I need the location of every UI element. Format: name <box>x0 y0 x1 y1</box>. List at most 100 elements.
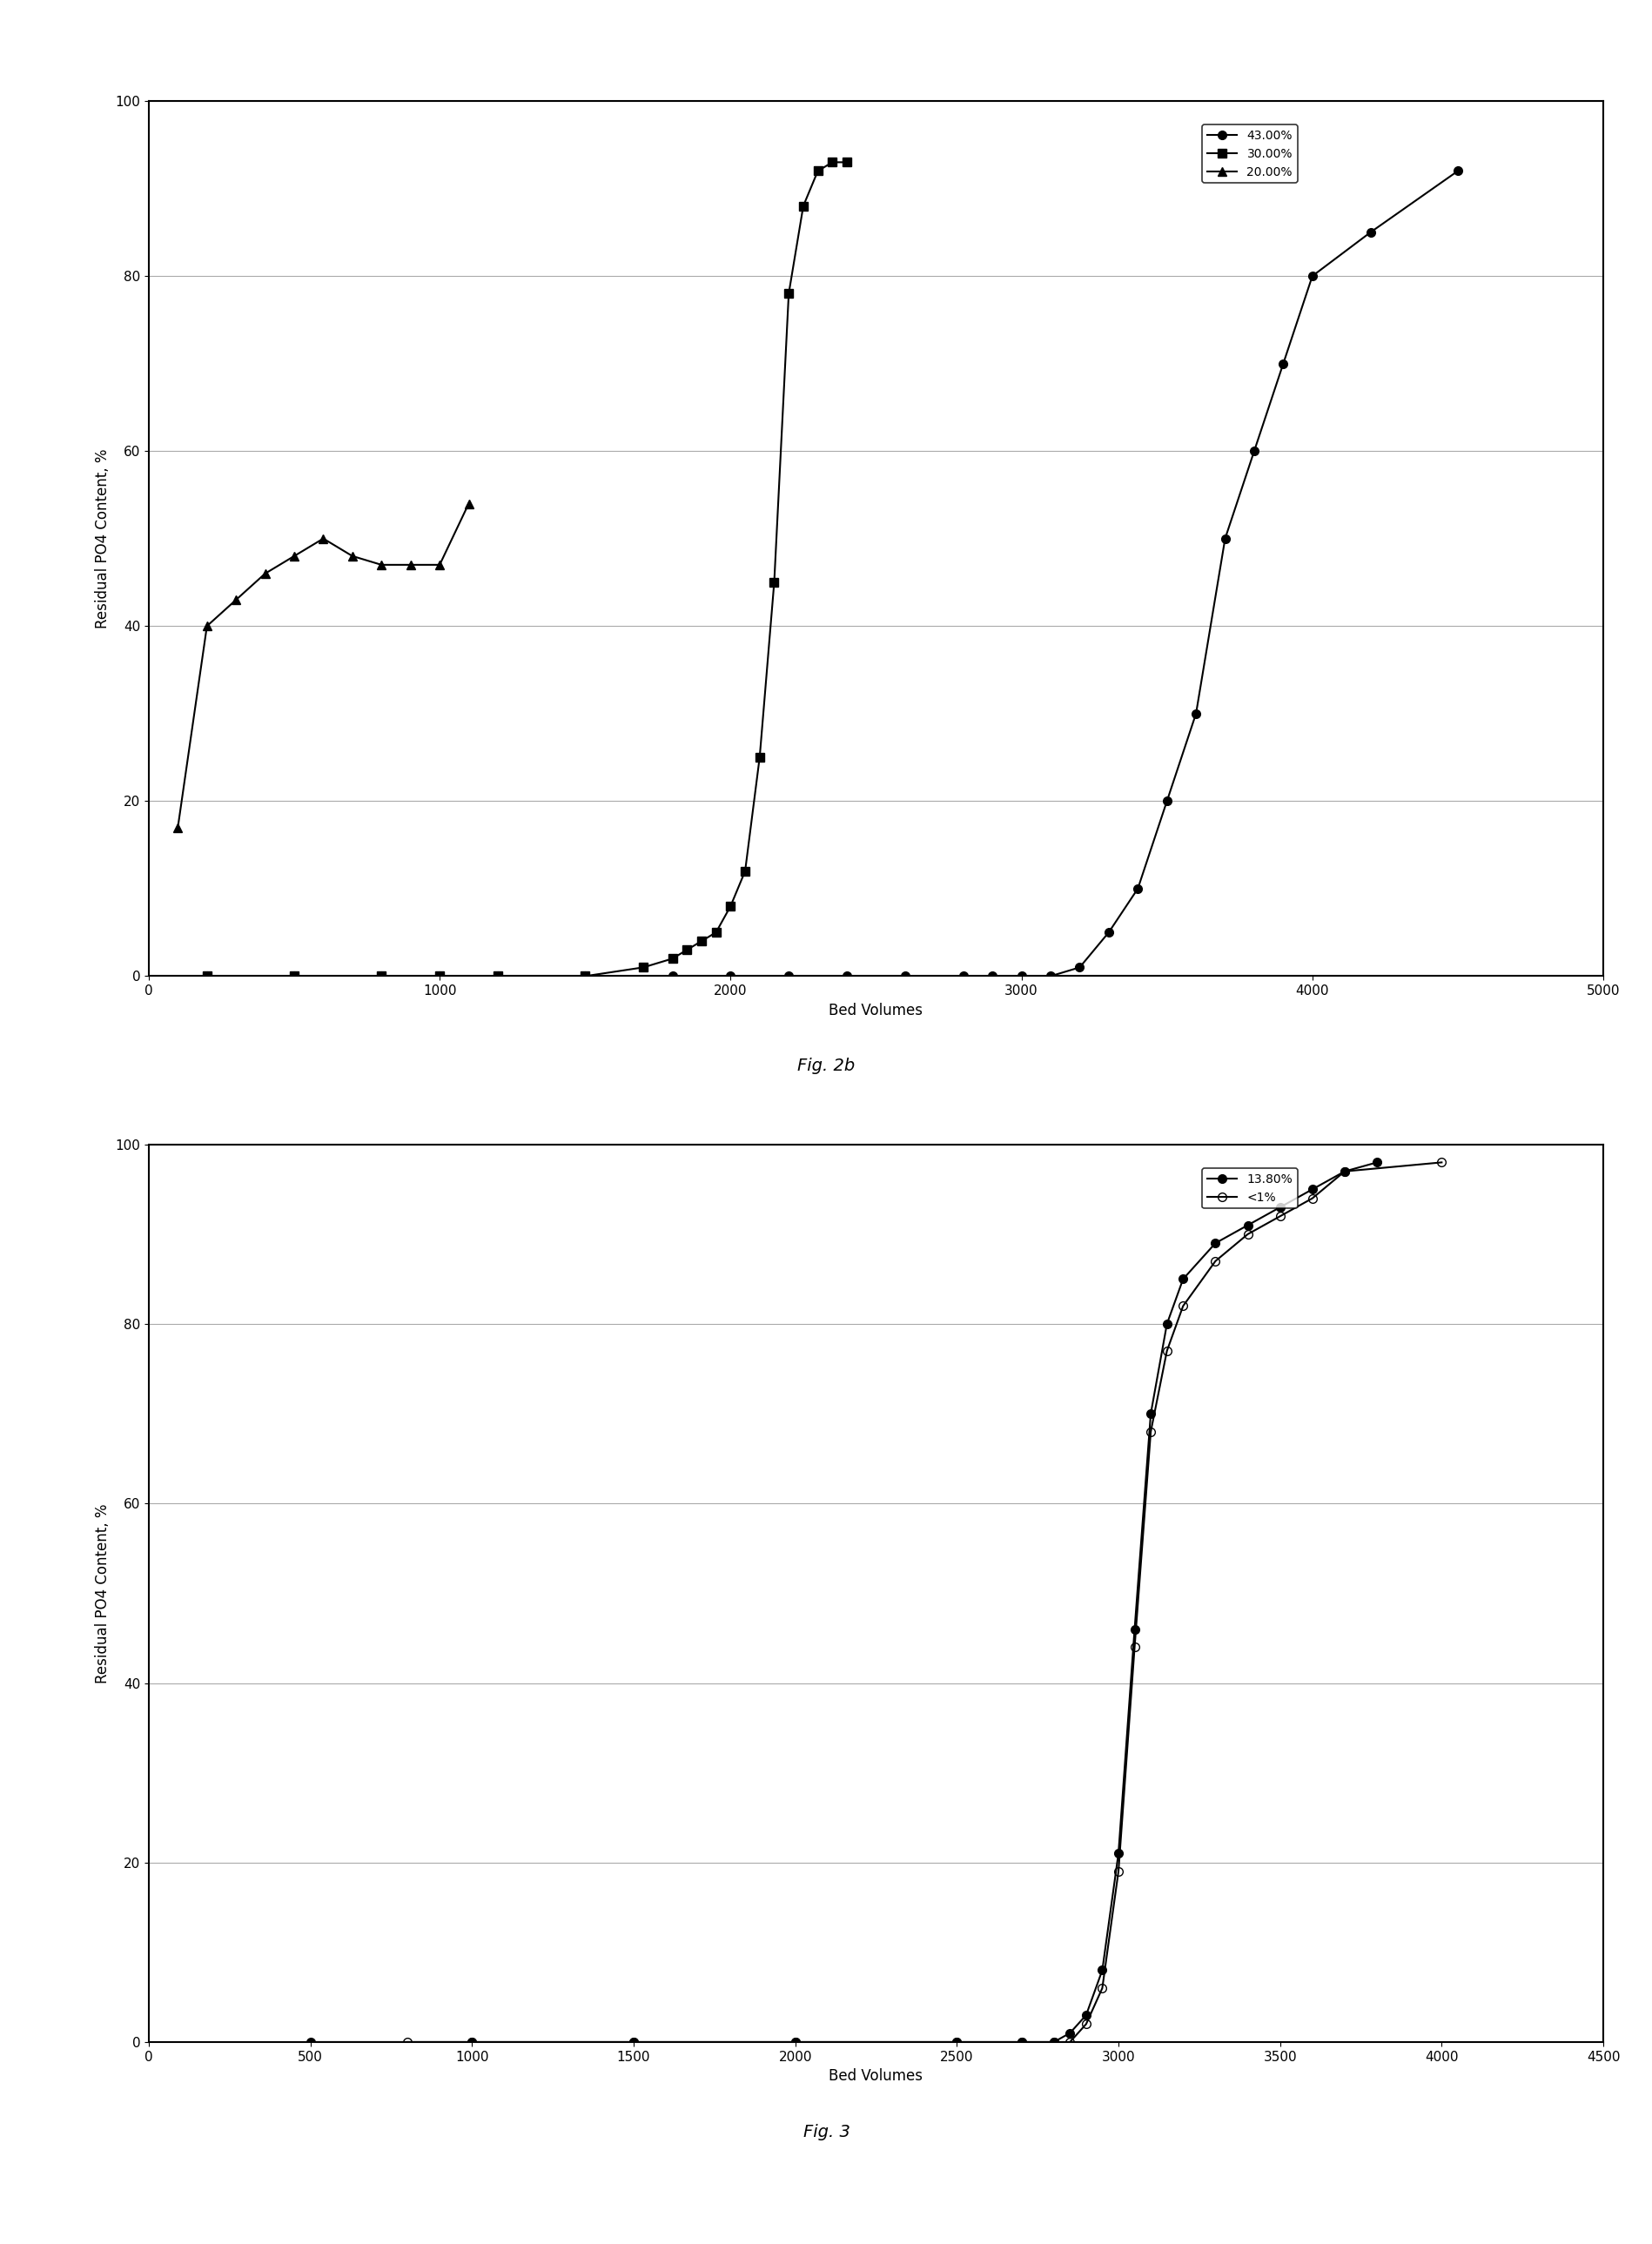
<1% <box>1044 2029 1064 2056</box>
30.00% <box>705 920 725 947</box>
Y-axis label: Residual PO4 Content, %: Residual PO4 Content, % <box>94 1503 111 1683</box>
20.00% <box>314 525 334 552</box>
30.00% <box>763 570 783 597</box>
20.00% <box>169 815 188 842</box>
30.00% <box>808 157 828 184</box>
13.80% <box>1140 1400 1160 1427</box>
43.00% <box>1272 350 1292 377</box>
43.00% <box>1011 963 1031 990</box>
20.00% <box>400 552 420 579</box>
13.80% <box>1123 1616 1143 1643</box>
13.80% <box>1075 2002 1095 2029</box>
<1% <box>396 2029 416 2056</box>
43.00% <box>981 963 1001 990</box>
30.00% <box>677 936 697 963</box>
43.00% <box>1041 963 1061 990</box>
30.00% <box>823 148 843 175</box>
43.00% <box>836 963 856 990</box>
20.00% <box>342 543 362 570</box>
43.00% <box>895 963 915 990</box>
X-axis label: Bed Volumes: Bed Volumes <box>829 1003 922 1019</box>
Line: 20.00%: 20.00% <box>173 500 472 833</box>
Y-axis label: Residual PO4 Content, %: Residual PO4 Content, % <box>94 449 111 628</box>
Line: <1%: <1% <box>403 1158 1446 2047</box>
Legend: 43.00%, 30.00%, 20.00%: 43.00%, 30.00%, 20.00% <box>1201 123 1297 182</box>
<1% <box>1075 2011 1095 2038</box>
<1% <box>1335 1158 1355 1185</box>
30.00% <box>633 954 653 981</box>
13.80% <box>463 2029 482 2056</box>
13.80% <box>301 2029 320 2056</box>
20.00% <box>430 552 449 579</box>
Text: Fig. 2b: Fig. 2b <box>798 1057 854 1075</box>
Legend: 13.80%, <1%: 13.80%, <1% <box>1201 1169 1297 1210</box>
43.00% <box>1186 700 1206 727</box>
<1% <box>1108 1858 1128 1885</box>
20.00% <box>226 586 246 613</box>
30.00% <box>691 927 710 954</box>
<1% <box>1092 1975 1112 2002</box>
20.00% <box>197 613 216 640</box>
43.00% <box>197 963 216 990</box>
43.00% <box>430 963 449 990</box>
30.00% <box>735 857 755 884</box>
30.00% <box>778 280 798 307</box>
<1% <box>1140 1418 1160 1445</box>
<1% <box>1156 1337 1176 1364</box>
30.00% <box>750 745 770 772</box>
<1% <box>1204 1248 1224 1275</box>
X-axis label: Bed Volumes: Bed Volumes <box>829 2069 922 2085</box>
13.80% <box>947 2029 966 2056</box>
43.00% <box>720 963 740 990</box>
13.80% <box>1302 1176 1322 1203</box>
30.00% <box>793 193 813 220</box>
<1% <box>463 2029 482 2056</box>
43.00% <box>284 963 304 990</box>
13.80% <box>1335 1158 1355 1185</box>
43.00% <box>1360 220 1379 247</box>
13.80% <box>1173 1266 1193 1293</box>
20.00% <box>372 552 392 579</box>
13.80% <box>1366 1149 1386 1176</box>
13.80% <box>785 2029 805 2056</box>
13.80% <box>1059 2020 1079 2047</box>
13.80% <box>1237 1212 1257 1239</box>
13.80% <box>1204 1230 1224 1257</box>
<1% <box>1011 2029 1031 2056</box>
<1% <box>1302 1185 1322 1212</box>
13.80% <box>1092 1957 1112 1984</box>
43.00% <box>662 963 682 990</box>
Line: 30.00%: 30.00% <box>203 157 851 981</box>
30.00% <box>197 963 216 990</box>
Line: 13.80%: 13.80% <box>306 1158 1381 2047</box>
13.80% <box>1011 2029 1031 2056</box>
43.00% <box>487 963 507 990</box>
43.00% <box>575 963 595 990</box>
43.00% <box>1127 875 1146 902</box>
<1% <box>1173 1293 1193 1319</box>
43.00% <box>1069 954 1089 981</box>
30.00% <box>720 893 740 920</box>
43.00% <box>1244 438 1264 465</box>
<1% <box>1237 1221 1257 1248</box>
<1% <box>1123 1634 1143 1661</box>
20.00% <box>459 489 479 516</box>
20.00% <box>284 543 304 570</box>
<1% <box>785 2029 805 2056</box>
Line: 43.00%: 43.00% <box>203 166 1462 981</box>
43.00% <box>372 963 392 990</box>
<1% <box>947 2029 966 2056</box>
30.00% <box>284 963 304 990</box>
30.00% <box>372 963 392 990</box>
<1% <box>1431 1149 1450 1176</box>
13.80% <box>1269 1194 1289 1221</box>
Text: Fig. 3: Fig. 3 <box>803 2123 849 2141</box>
30.00% <box>575 963 595 990</box>
43.00% <box>1099 920 1118 947</box>
20.00% <box>254 561 274 588</box>
13.80% <box>1108 1840 1128 1867</box>
13.80% <box>1044 2029 1064 2056</box>
43.00% <box>1447 157 1467 184</box>
43.00% <box>778 963 798 990</box>
<1% <box>623 2029 643 2056</box>
